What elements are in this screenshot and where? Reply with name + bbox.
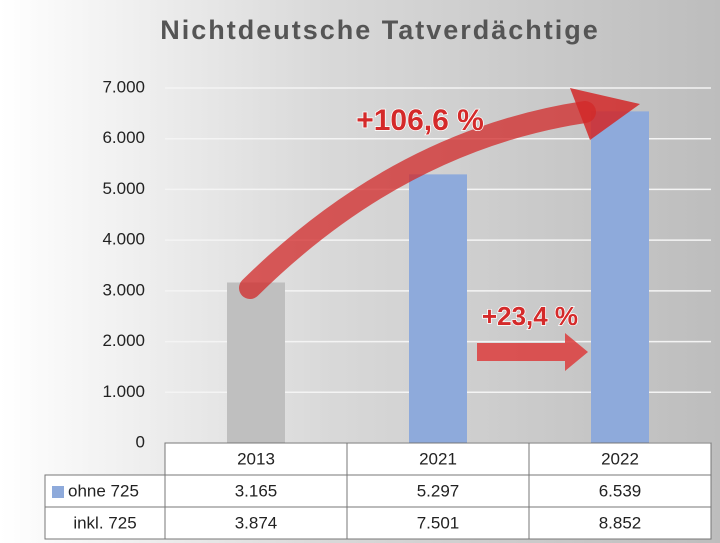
arrow — [477, 333, 588, 371]
y-tick-label: 6.000 — [102, 128, 145, 147]
legend-label: inkl. 725 — [73, 513, 136, 532]
y-tick-label: 7.000 — [102, 77, 145, 96]
y-tick-label: 5.000 — [102, 179, 145, 198]
bar — [591, 111, 649, 444]
table-cell: 6.539 — [599, 481, 642, 500]
legend-label: ohne 725 — [68, 481, 139, 500]
y-tick-label: 0 — [136, 432, 145, 451]
y-tick-label: 3.000 — [102, 280, 145, 299]
table-cell: 7.501 — [417, 513, 460, 532]
bar — [409, 174, 467, 443]
annotation: +23,4 % — [482, 301, 578, 331]
bar — [227, 282, 285, 443]
x-tick-label: 2013 — [237, 449, 275, 468]
y-tick-label: 4.000 — [102, 230, 145, 249]
y-tick-label: 1.000 — [102, 382, 145, 401]
table-cell: 3.165 — [235, 481, 278, 500]
table-cell: 8.852 — [599, 513, 642, 532]
y-tick-label: 2.000 — [102, 331, 145, 350]
table-bg — [164, 442, 712, 540]
annotation: +106,6 % — [356, 104, 484, 137]
table-cell: 5.297 — [417, 481, 460, 500]
x-tick-label: 2021 — [419, 449, 457, 468]
table-cell: 3.874 — [235, 513, 278, 532]
arrow — [239, 101, 596, 299]
chart-title: Nichtdeutsche Tatverdächtige — [160, 15, 600, 45]
arrow-head — [570, 88, 640, 140]
legend-marker — [52, 486, 64, 498]
x-tick-label: 2022 — [601, 449, 639, 468]
